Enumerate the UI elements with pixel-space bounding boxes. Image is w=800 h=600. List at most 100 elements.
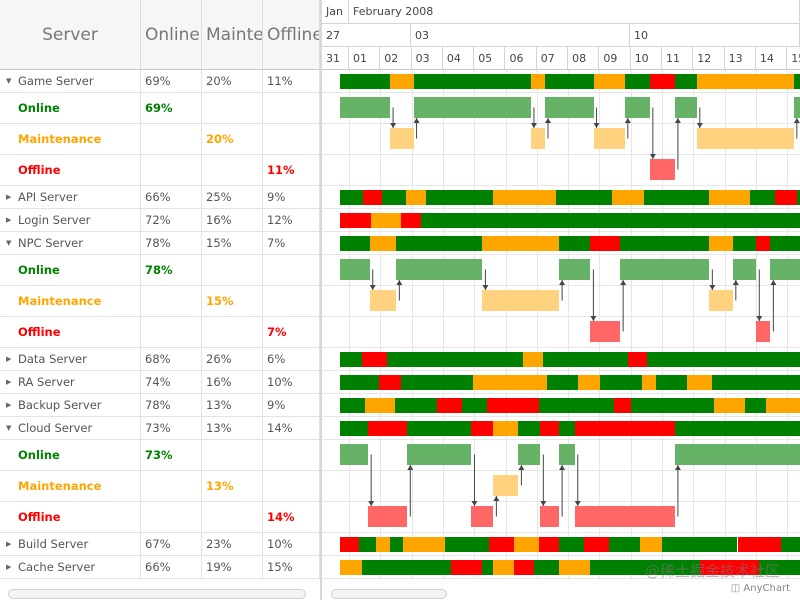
caret-right-icon[interactable]: ▶ <box>6 401 12 409</box>
offline-period-bar[interactable] <box>540 506 560 527</box>
online-bar[interactable] <box>674 74 697 89</box>
offline-bar[interactable] <box>627 352 647 367</box>
online-bar[interactable] <box>340 421 369 436</box>
offline-bar[interactable] <box>437 398 463 413</box>
online-bar[interactable] <box>559 537 585 552</box>
maintenance-bar[interactable] <box>523 352 544 367</box>
maintenance-bar[interactable] <box>559 560 591 575</box>
online-bar[interactable] <box>590 560 700 575</box>
online-bar[interactable] <box>426 190 494 205</box>
offline-bar[interactable] <box>649 74 675 89</box>
status-row[interactable]: Maintenance 13% <box>0 471 320 502</box>
status-row[interactable]: Offline 11% <box>0 155 320 186</box>
online-bar[interactable] <box>401 375 474 390</box>
maintenance-bar[interactable] <box>612 190 644 205</box>
online-bar[interactable] <box>656 375 688 390</box>
maintenance-bar[interactable] <box>687 375 713 390</box>
online-period-bar[interactable] <box>674 444 800 465</box>
maintenance-bar[interactable] <box>390 74 414 89</box>
online-bar[interactable] <box>620 236 710 251</box>
offline-bar[interactable] <box>340 213 372 228</box>
online-bar[interactable] <box>361 560 452 575</box>
server-row[interactable]: ▶ Cache Server 66% 19% 15% <box>0 556 320 579</box>
maintenance-bar[interactable] <box>493 190 556 205</box>
column-header-online[interactable]: Online <box>141 0 202 70</box>
online-bar[interactable] <box>421 213 800 228</box>
online-bar[interactable] <box>770 236 800 251</box>
online-bar[interactable] <box>793 74 800 89</box>
online-bar[interactable] <box>559 421 575 436</box>
caret-down-icon[interactable]: ▼ <box>6 77 12 85</box>
online-bar[interactable] <box>358 537 376 552</box>
online-bar[interactable] <box>555 190 613 205</box>
online-bar[interactable] <box>732 236 757 251</box>
maintenance-bar[interactable] <box>513 537 539 552</box>
offline-bar[interactable] <box>361 352 387 367</box>
online-bar[interactable] <box>444 537 489 552</box>
online-bar[interactable] <box>340 375 380 390</box>
maintenance-bar[interactable] <box>765 398 800 413</box>
offline-bar[interactable] <box>756 236 771 251</box>
online-bar[interactable] <box>646 352 800 367</box>
online-period-bar[interactable] <box>674 97 697 118</box>
online-bar[interactable] <box>745 398 766 413</box>
online-bar[interactable] <box>712 375 800 390</box>
caret-down-icon[interactable]: ▼ <box>6 239 12 247</box>
offline-bar[interactable] <box>471 421 494 436</box>
offline-bar[interactable] <box>363 190 383 205</box>
offline-period-bar[interactable] <box>590 321 621 342</box>
offline-bar[interactable] <box>574 421 675 436</box>
server-row[interactable]: ▼ Cloud Server 73% 13% 14% <box>0 417 320 440</box>
online-bar[interactable] <box>538 398 614 413</box>
offline-bar[interactable] <box>513 560 535 575</box>
caret-down-icon[interactable]: ▼ <box>6 424 12 432</box>
maintenance-bar[interactable] <box>493 560 514 575</box>
online-period-bar[interactable] <box>559 259 591 280</box>
online-bar[interactable] <box>781 537 800 552</box>
offline-bar[interactable] <box>775 190 797 205</box>
offline-period-bar[interactable] <box>368 506 408 527</box>
online-period-bar[interactable] <box>340 444 369 465</box>
online-bar[interactable] <box>534 560 560 575</box>
online-bar[interactable] <box>390 537 403 552</box>
offline-bar[interactable] <box>401 213 422 228</box>
offline-period-bar[interactable] <box>574 506 675 527</box>
server-row[interactable]: ▶ Login Server 72% 16% 12% <box>0 209 320 232</box>
online-bar[interactable] <box>340 398 366 413</box>
online-bar[interactable] <box>545 74 594 89</box>
server-row[interactable]: ▶ API Server 66% 25% 9% <box>0 186 320 209</box>
online-bar[interactable] <box>599 375 643 390</box>
online-bar[interactable] <box>759 560 800 575</box>
status-row[interactable]: Online 69% <box>0 93 320 124</box>
online-bar[interactable] <box>482 560 494 575</box>
online-bar[interactable] <box>413 74 531 89</box>
status-row[interactable]: Maintenance 20% <box>0 124 320 155</box>
online-period-bar[interactable] <box>340 259 370 280</box>
status-row[interactable]: Maintenance 15% <box>0 286 320 317</box>
maintenance-bar[interactable] <box>473 375 547 390</box>
maintenance-period-bar[interactable] <box>493 475 519 496</box>
caret-right-icon[interactable]: ▶ <box>6 563 12 571</box>
online-bar[interactable] <box>382 190 406 205</box>
server-row[interactable]: ▶ RA Server 74% 16% 10% <box>0 371 320 394</box>
online-period-bar[interactable] <box>407 444 472 465</box>
online-period-bar[interactable] <box>413 97 531 118</box>
online-bar[interactable] <box>543 352 628 367</box>
online-bar[interactable] <box>386 352 524 367</box>
offline-bar[interactable] <box>488 537 514 552</box>
maintenance-period-bar[interactable] <box>390 128 414 149</box>
maintenance-period-bar[interactable] <box>593 128 625 149</box>
maintenance-bar[interactable] <box>642 375 657 390</box>
maintenance-bar[interactable] <box>696 74 794 89</box>
offline-bar[interactable] <box>613 398 632 413</box>
caret-right-icon[interactable]: ▶ <box>6 355 12 363</box>
online-period-bar[interactable] <box>770 259 800 280</box>
status-row[interactable]: Offline 7% <box>0 317 320 348</box>
online-bar[interactable] <box>631 398 715 413</box>
online-period-bar[interactable] <box>793 97 800 118</box>
online-period-bar[interactable] <box>559 444 575 465</box>
anychart-credit[interactable]: ◫ AnyChart <box>731 583 790 594</box>
offline-period-bar[interactable] <box>756 321 771 342</box>
timeline-horizontal-scrollbar[interactable] <box>331 589 447 599</box>
maintenance-bar[interactable] <box>493 421 519 436</box>
